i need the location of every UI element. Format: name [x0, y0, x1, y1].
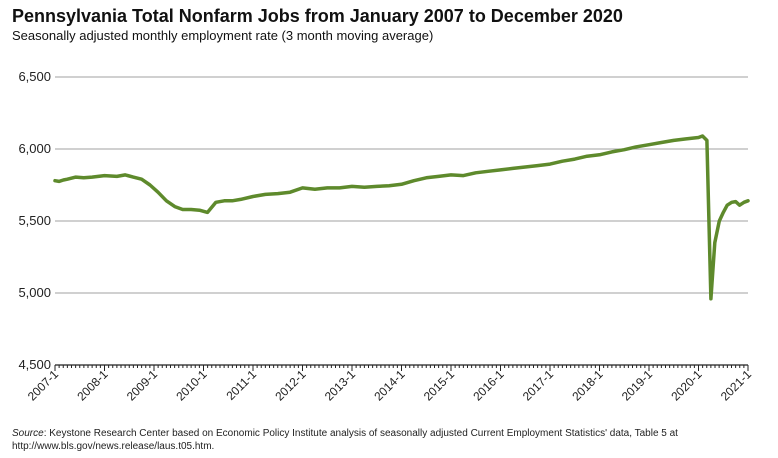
y-axis: 6,500 6,000 5,500 5,000 4,500	[18, 69, 51, 372]
chart-title: Pennsylvania Total Nonfarm Jobs from Jan…	[12, 6, 623, 26]
x-tick-label: 2010-1	[173, 367, 210, 404]
x-tick-label: 2017-1	[520, 367, 557, 404]
x-tick-label: 2012-1	[272, 367, 309, 404]
series-group	[53, 134, 750, 301]
y-tick-label: 4,500	[18, 357, 51, 372]
chart-subtitle: Seasonally adjusted monthly employment r…	[12, 28, 434, 43]
x-tick-label: 2013-1	[322, 367, 359, 404]
source-label: Source	[12, 428, 44, 439]
x-tick-label: 2007-1	[25, 367, 62, 404]
series-line	[53, 134, 750, 301]
x-tick-label: 2019-1	[619, 367, 656, 404]
x-tick-label: 2020-1	[668, 367, 705, 404]
x-tick-label: 2021-1	[718, 367, 755, 404]
x-axis: 2007-1 2008-1 2009-1 2010-1 2011-1 2012-1 2013…	[25, 364, 755, 404]
x-tick-label: 2016-1	[470, 367, 507, 404]
source-text: : Keystone Research Center based on Econ…	[12, 428, 678, 452]
y-tick-label: 5,500	[18, 213, 51, 228]
x-tick-label: 2015-1	[421, 367, 458, 404]
y-tick-label: 6,500	[18, 69, 51, 84]
source-note: Source: Keystone Research Center based o…	[12, 427, 752, 453]
x-tick-label: 2008-1	[74, 367, 111, 404]
y-tick-label: 5,000	[18, 285, 51, 300]
x-tick-label: 2011-1	[223, 367, 259, 403]
x-tick-label: 2018-1	[569, 367, 606, 404]
y-tick-label: 6,000	[18, 141, 51, 156]
x-tick-label: 2009-1	[124, 367, 161, 404]
x-tick-label: 2014-1	[371, 367, 408, 404]
